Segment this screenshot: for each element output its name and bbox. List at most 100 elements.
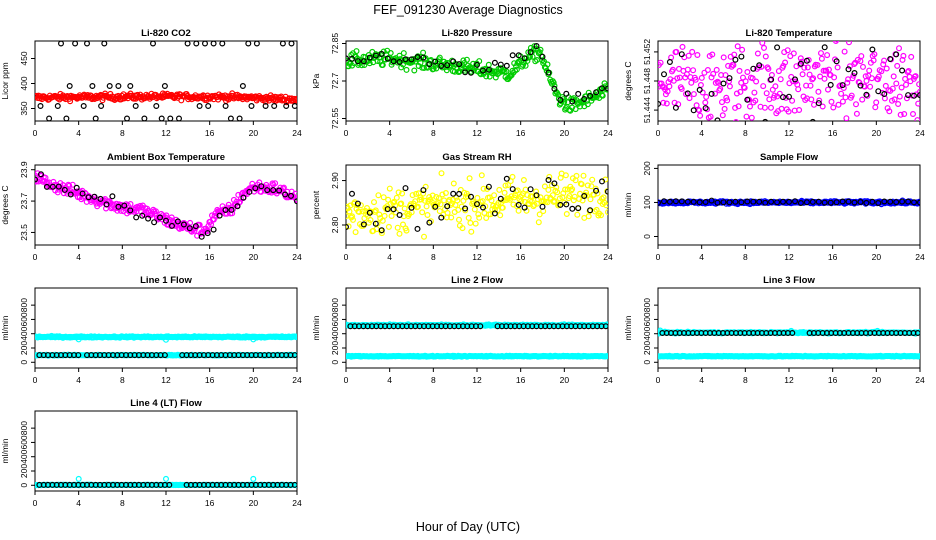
data-point (797, 60, 804, 67)
data-point (570, 197, 577, 204)
data-point (748, 114, 755, 121)
plot-points (346, 170, 608, 240)
data-point (774, 199, 781, 206)
data-point (176, 115, 182, 121)
x-tick-label: 24 (292, 252, 302, 262)
data-point (436, 208, 443, 215)
plot-points (658, 41, 920, 121)
data-point (380, 194, 387, 201)
data-point (696, 107, 703, 114)
x-tick-label: 12 (161, 375, 171, 385)
x-tick-label: 12 (784, 128, 794, 138)
data-point (545, 177, 552, 184)
data-point (869, 198, 876, 205)
x-tick-label: 16 (516, 128, 526, 138)
data-point (420, 187, 427, 194)
y-tick-label: 400 (642, 326, 652, 340)
data-point (839, 98, 846, 105)
data-point (438, 214, 445, 221)
x-tick-label: 4 (699, 252, 704, 262)
plot-points (658, 197, 920, 208)
data-point (448, 214, 455, 221)
data-point (240, 194, 247, 201)
data-point (863, 77, 870, 84)
data-point (666, 83, 673, 90)
data-point (685, 52, 692, 59)
data-point (75, 475, 82, 482)
data-point (55, 183, 62, 190)
data-point (720, 80, 727, 87)
data-point (521, 55, 528, 62)
x-tick-label: 8 (743, 375, 748, 385)
y-tick-label: 72.85 (330, 33, 340, 55)
data-point (515, 52, 522, 59)
panel-title: Sample Flow (760, 152, 819, 163)
x-tick-label: 8 (120, 252, 125, 262)
y-axis-label: ml/min (623, 192, 633, 217)
data-point (169, 222, 176, 229)
data-point (210, 41, 217, 47)
data-point (899, 198, 906, 205)
data-point (678, 198, 685, 205)
data-point (873, 99, 880, 106)
data-point (43, 183, 50, 190)
data-point (419, 209, 426, 216)
data-point (468, 193, 475, 200)
data-point (863, 91, 870, 98)
data-point (571, 193, 578, 200)
data-point (859, 63, 866, 70)
data-point (752, 97, 759, 104)
data-point (420, 190, 427, 197)
data-point (803, 199, 810, 206)
data-point (807, 82, 814, 89)
data-point (578, 181, 585, 188)
data-point (239, 82, 246, 89)
data-point (150, 41, 156, 47)
data-point (54, 102, 61, 109)
data-point (420, 49, 427, 56)
data-point (237, 198, 244, 205)
data-point (601, 80, 608, 87)
data-point (785, 93, 792, 100)
data-point (824, 86, 831, 93)
x-tick-label: 4 (699, 375, 704, 385)
series-base (346, 170, 608, 240)
data-point (894, 62, 901, 69)
data-point (420, 54, 427, 61)
data-point (58, 41, 64, 47)
data-point (387, 49, 394, 56)
data-point (80, 102, 87, 109)
x-tick-label: 12 (472, 128, 482, 138)
data-point (471, 206, 478, 213)
data-point (660, 198, 667, 205)
y-axis-label: ml/min (623, 315, 633, 340)
x-tick-label: 16 (205, 498, 215, 508)
data-point (864, 92, 871, 99)
data-point (467, 219, 474, 226)
series-avg (36, 352, 297, 359)
data-point (106, 82, 113, 89)
x-tick-label: 12 (472, 375, 482, 385)
data-point (252, 185, 259, 192)
data-point (881, 57, 888, 64)
data-point (408, 56, 415, 63)
data-point (910, 199, 917, 206)
data-point (761, 104, 768, 111)
y-axis-label: percent (311, 190, 321, 219)
x-tick-label: 4 (387, 128, 392, 138)
data-point (393, 194, 400, 201)
data-point (501, 189, 508, 196)
data-point (588, 183, 595, 190)
data-point (575, 205, 582, 212)
data-point (60, 190, 67, 197)
data-point (774, 44, 781, 51)
data-point (690, 107, 697, 114)
data-point (583, 192, 590, 199)
data-point (193, 41, 200, 47)
data-point (372, 207, 379, 214)
y-tick-label: 51.448 (642, 68, 652, 94)
data-point (437, 201, 444, 208)
data-point (222, 207, 229, 214)
data-point (198, 233, 205, 240)
y-axis-label: degrees C (623, 61, 633, 100)
